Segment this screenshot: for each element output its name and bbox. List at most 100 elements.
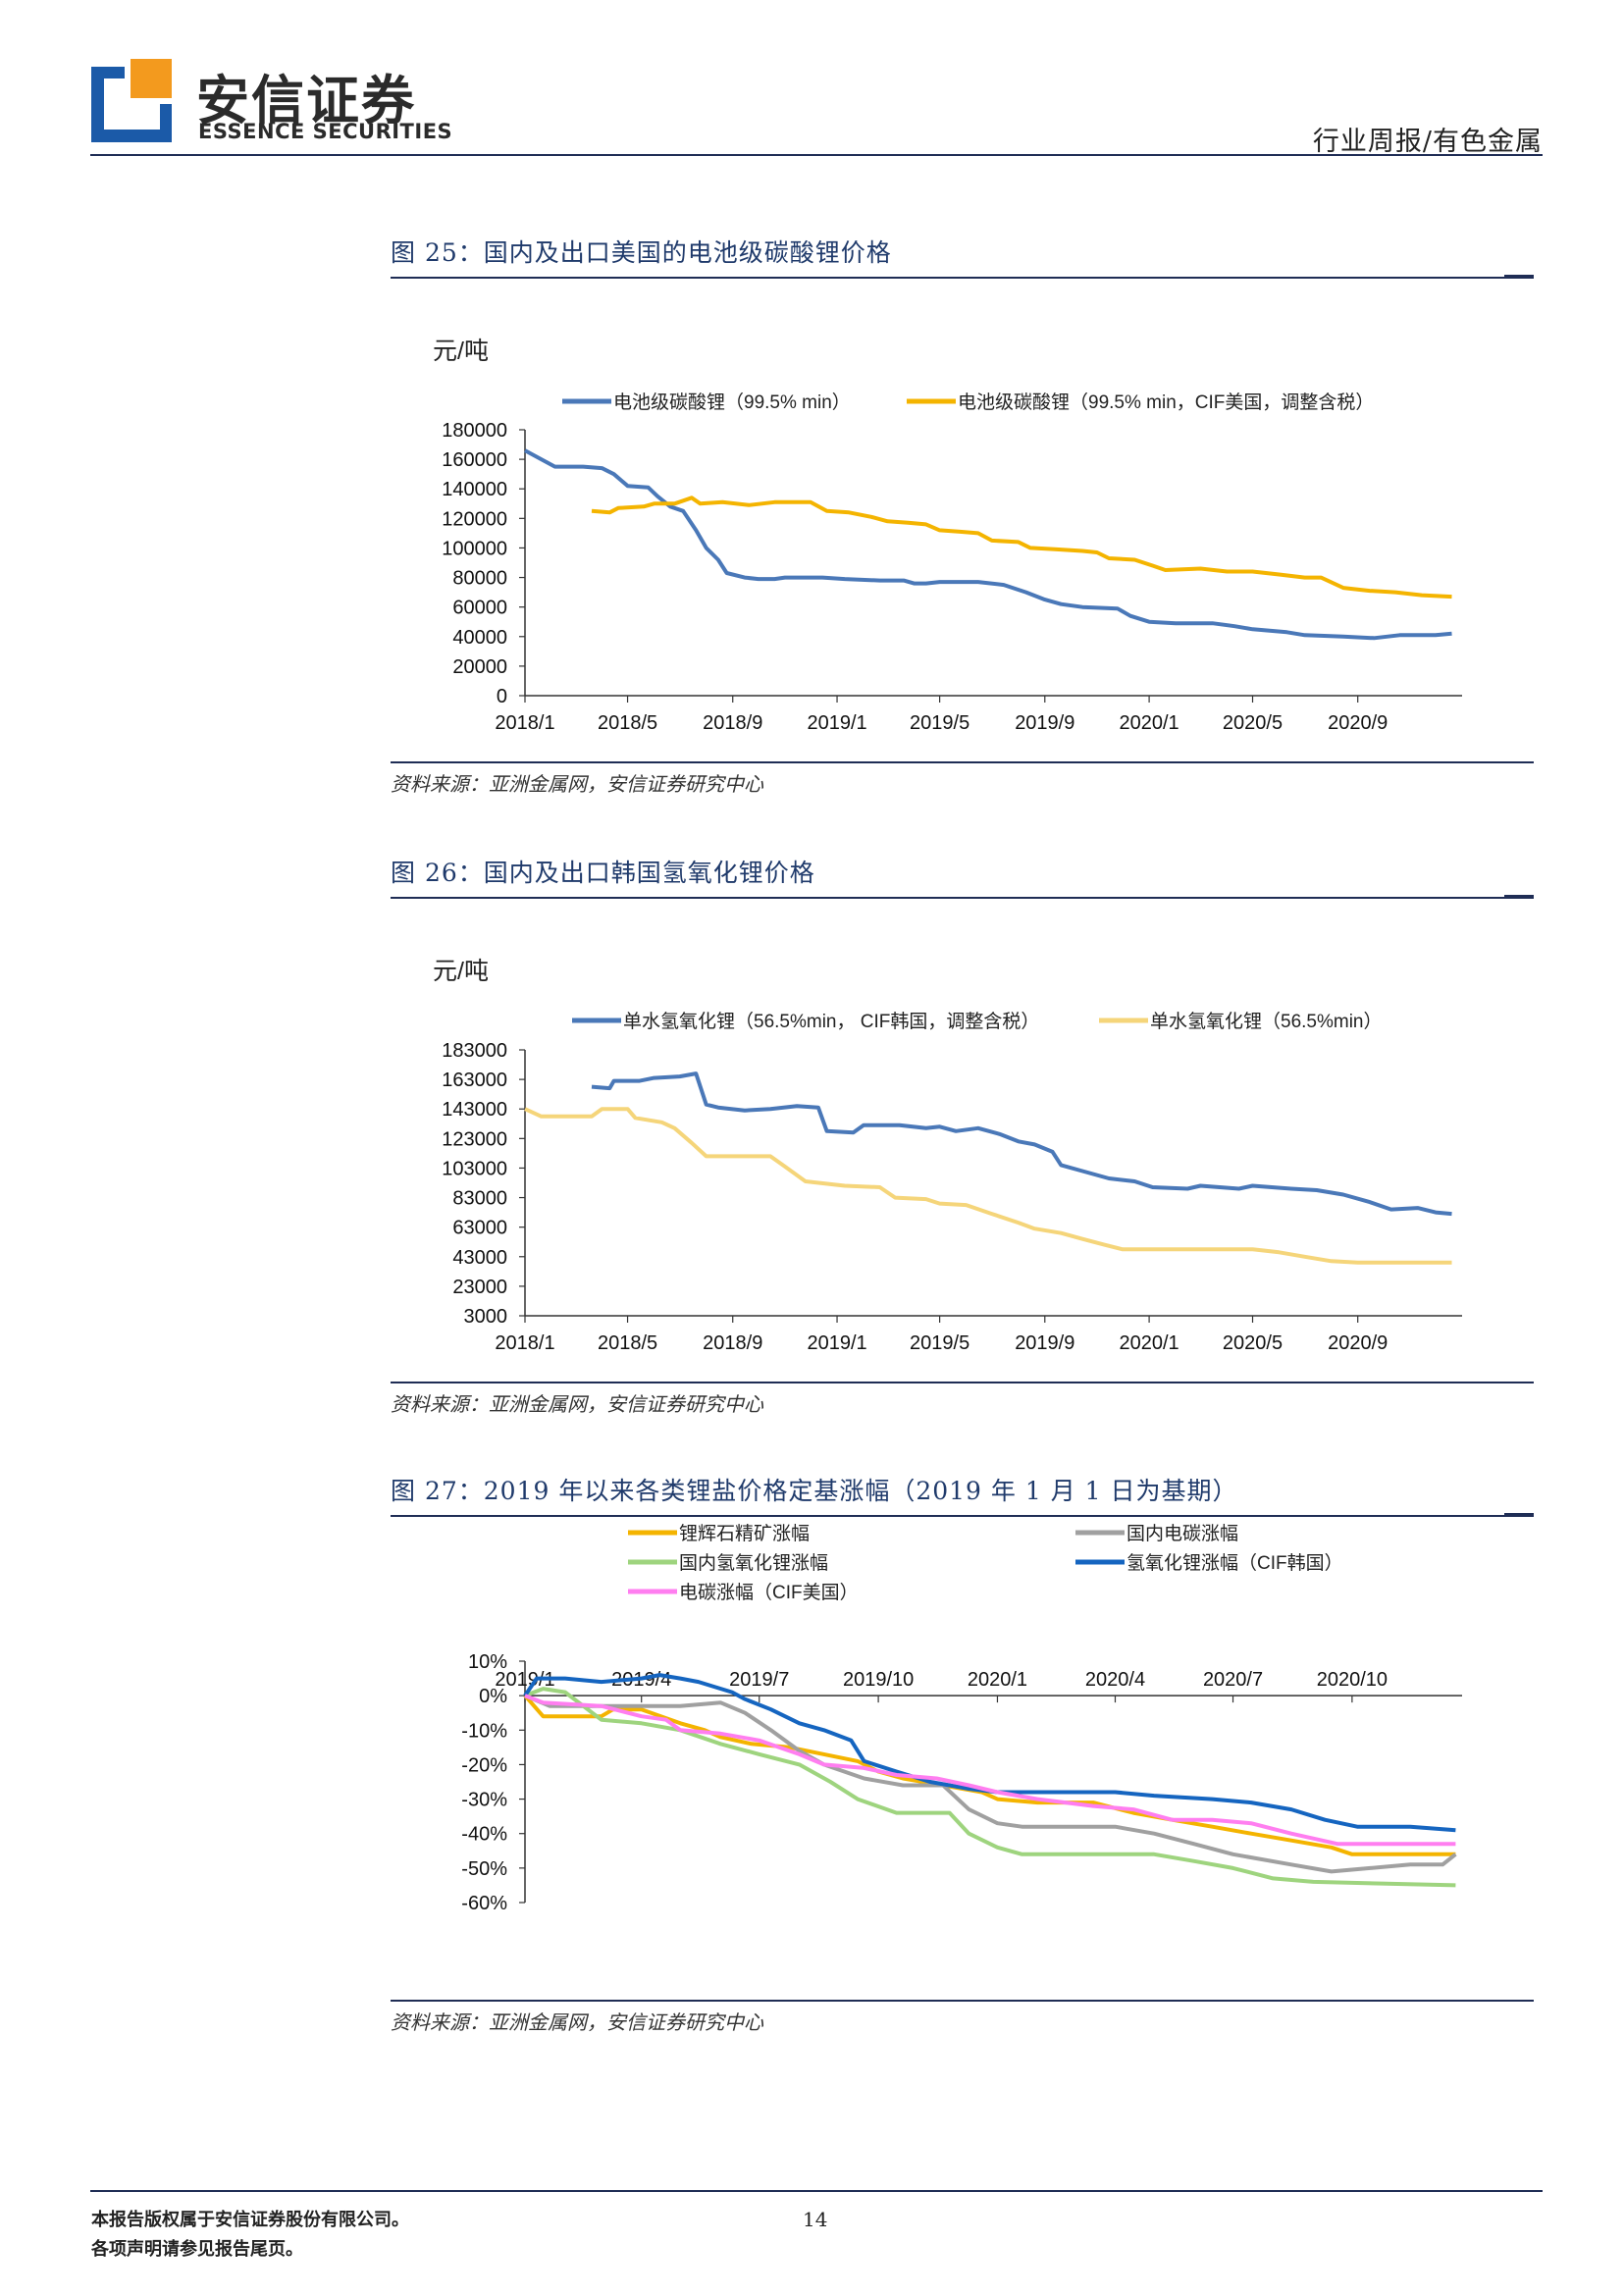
- legend-label-4: 电碳涨幅（CIF美国）: [679, 1582, 859, 1603]
- y-tick-label: 163000: [442, 1070, 507, 1091]
- y-tick-label: 20000: [452, 656, 507, 678]
- x-tick-label: 2020/1: [968, 1669, 1027, 1691]
- footer-copyright: 本报告版权属于安信证券股份有限公司。: [91, 2210, 409, 2230]
- chart-lithium-hydroxide: 元/吨 3000 23000 43000 63000 83000 103000 123000 1…: [433, 958, 1462, 1354]
- x-tick-label: 2020/10: [1317, 1669, 1388, 1691]
- figure-title: 图 26：国内及出口韩国氢氧化锂价格: [391, 859, 815, 887]
- figure-top-rule: [391, 895, 1534, 899]
- x-tick-label: 2018/1: [495, 1332, 554, 1354]
- y-tick-label: -10%: [461, 1720, 507, 1742]
- footer-notes: 本报告版权属于安信证券股份有限公司。 各项声明请参见报告尾页。: [91, 2206, 409, 2265]
- y-tick-label: 160000: [442, 449, 507, 471]
- logo-blue-frame: [91, 67, 172, 142]
- y-tick-label: 23000: [452, 1277, 507, 1298]
- figure-source: 资料来源：亚洲金属网，安信证券研究中心: [391, 2010, 763, 2034]
- legend-label-0: 单水氢氧化锂（56.5%min， CIF韩国，调整含税）: [623, 1011, 1039, 1032]
- figure-bottom-rule: [391, 1382, 1534, 1383]
- y-axis-label: 元/吨: [433, 338, 489, 365]
- page-number: 14: [803, 2208, 828, 2231]
- x-tick-label: 2020/7: [1203, 1669, 1263, 1691]
- y-tick-label: -20%: [461, 1754, 507, 1776]
- y-tick-label: 63000: [452, 1218, 507, 1239]
- x-tick-label: 2019/7: [729, 1669, 789, 1691]
- y-tick-label: -50%: [461, 1858, 507, 1880]
- figure-25: 图 25：国内及出口美国的电池级碳酸锂价格 元/吨 0 20000 40000 6000…: [391, 234, 1534, 796]
- x-tick-label: 2019/9: [1015, 1332, 1074, 1354]
- x-tick-label: 2019/1: [807, 712, 866, 734]
- figure-source: 资料来源：亚洲金属网，安信证券研究中心: [391, 772, 763, 796]
- series-line-0: [523, 1694, 1456, 1856]
- series-line-0: [591, 1071, 1452, 1217]
- y-tick-label: 40000: [452, 627, 507, 649]
- figure-bottom-rule: [391, 761, 1534, 763]
- y-tick-label: 143000: [442, 1099, 507, 1121]
- y-tick-label: 83000: [452, 1188, 507, 1210]
- figure-title: 图 25：国内及出口美国的电池级碳酸锂价格: [391, 238, 892, 267]
- legend-label-1: 电池级碳酸锂（99.5% min，CIF美国，调整含税）: [958, 391, 1374, 413]
- y-tick-label: 0%: [479, 1686, 507, 1707]
- x-tick-label: 2020/9: [1328, 712, 1388, 734]
- x-tick-label: 2018/1: [495, 712, 554, 734]
- footer-divider: [90, 2190, 1543, 2192]
- y-tick-label: 3000: [464, 1306, 508, 1328]
- figure-top-rule: [391, 1513, 1534, 1517]
- y-tick-label: -40%: [461, 1824, 507, 1846]
- x-tick-label: 2019/9: [1015, 712, 1074, 734]
- series-line-1: [591, 496, 1452, 600]
- company-name-en: ESSENCE SECURITIES: [198, 120, 453, 143]
- legend-label-0: 电池级碳酸锂（99.5% min）: [613, 391, 851, 413]
- chart-battery-lithium-carbonate: 元/吨 0 20000 40000 60000 80000 100000 120000 1400…: [433, 338, 1462, 734]
- y-tick-label: 180000: [442, 420, 507, 442]
- y-tick-label: 103000: [442, 1158, 507, 1179]
- figure-top-rule: [391, 275, 1534, 279]
- x-tick-label: 2018/9: [703, 712, 762, 734]
- legend-label-2: 国内氢氧化锂涨幅: [679, 1552, 828, 1574]
- legend-label-1: 单水氢氧化锂（56.5%min）: [1150, 1011, 1383, 1032]
- series-line-1: [524, 1694, 1457, 1874]
- x-tick-label: 2018/9: [703, 1332, 762, 1354]
- legend-label-0: 锂辉石精矿涨幅: [679, 1523, 810, 1544]
- x-tick-label: 2020/5: [1223, 712, 1283, 734]
- x-tick-label: 2019/1: [807, 1332, 866, 1354]
- page-header: 安信证券 ESSENCE SECURITIES 行业周报/有色金属: [0, 0, 1624, 157]
- legend-label-1: 国内电碳涨幅: [1126, 1523, 1238, 1544]
- y-tick-label: 43000: [452, 1247, 507, 1269]
- series-line-3: [523, 1673, 1456, 1833]
- figure-title: 图 27：2019 年以来各类锂盐价格定基涨幅（2019 年 1 月 1 日为基…: [391, 1477, 1238, 1505]
- y-tick-label: 123000: [442, 1128, 507, 1150]
- x-tick-label: 2020/1: [1119, 712, 1179, 734]
- essence-logo-icon: [91, 59, 172, 142]
- figure-source: 资料来源：亚洲金属网，安信证券研究中心: [391, 1392, 763, 1416]
- x-tick-label: 2018/5: [598, 712, 657, 734]
- x-tick-label: 2019/5: [910, 712, 969, 734]
- x-tick-label: 2019/1: [495, 1669, 554, 1691]
- series-line-4: [524, 1694, 1456, 1847]
- x-tick-label: 2019/5: [910, 1332, 969, 1354]
- y-tick-label: 80000: [452, 568, 507, 590]
- report-type: 行业周报/有色金属: [1312, 127, 1543, 157]
- y-tick-label: 120000: [442, 508, 507, 530]
- series-line-1: [524, 1107, 1452, 1265]
- series-line-0: [524, 448, 1452, 641]
- x-tick-label: 2020/9: [1328, 1332, 1388, 1354]
- figure-27: 图 27：2019 年以来各类锂盐价格定基涨幅（2019 年 1 月 1 日为基…: [391, 1472, 1534, 2034]
- figure-26: 图 26：国内及出口韩国氢氧化锂价格 元/吨 3000 23000 43000 6300…: [391, 854, 1534, 1416]
- company-name-cn: 安信证券: [196, 70, 416, 131]
- x-tick-label: 2020/4: [1085, 1669, 1145, 1691]
- y-tick-label: -60%: [461, 1893, 507, 1914]
- figure-bottom-rule: [391, 2000, 1534, 2002]
- chart-lithium-salt-price-change: 10% 0% -10% -20% -30% -40% -50% -60% 2019/1 2019/…: [461, 1523, 1462, 1914]
- header-divider: [90, 154, 1543, 156]
- series-line-2: [524, 1687, 1456, 1888]
- y-tick-label: 0: [497, 686, 507, 707]
- x-tick-label: 2020/5: [1223, 1332, 1283, 1354]
- y-axis-label: 元/吨: [433, 958, 489, 985]
- legend-label-3: 氢氧化锂涨幅（CIF韩国）: [1126, 1552, 1343, 1574]
- y-tick-label: 183000: [442, 1040, 507, 1062]
- y-tick-label: -30%: [461, 1790, 507, 1811]
- y-tick-label: 140000: [442, 479, 507, 500]
- x-tick-label: 2020/1: [1119, 1332, 1179, 1354]
- y-tick-label: 100000: [442, 538, 507, 559]
- y-tick-label: 10%: [468, 1651, 507, 1673]
- x-tick-label: 2018/5: [598, 1332, 657, 1354]
